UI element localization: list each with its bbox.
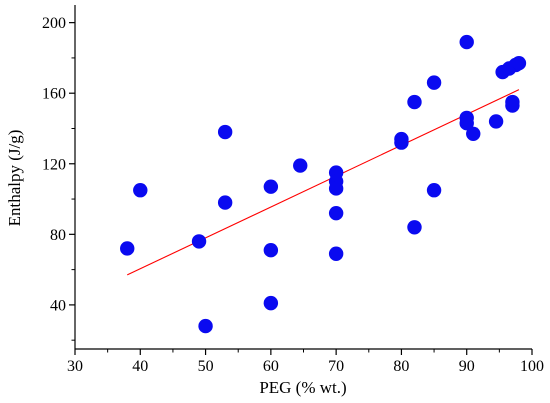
data-point xyxy=(466,126,481,141)
data-point xyxy=(459,34,474,50)
data-point xyxy=(426,183,442,198)
y-tick-label: 40 xyxy=(50,297,66,314)
data-point xyxy=(328,181,344,196)
data-point xyxy=(293,158,308,173)
y-axis-title: Enthalpy (J/g) xyxy=(5,130,24,227)
data-point xyxy=(488,114,504,129)
data-point xyxy=(263,295,279,311)
data-point xyxy=(394,135,409,150)
y-tick-label: 160 xyxy=(42,86,66,103)
data-point xyxy=(328,246,344,261)
data-point xyxy=(133,183,148,198)
x-axis-title: PEG (% wt.) xyxy=(259,378,346,397)
data-point xyxy=(191,234,207,249)
x-ticks: 30 40 50 60 70 80 90 100 xyxy=(67,349,544,375)
y-ticks: 40 80 120 160 200 xyxy=(42,15,75,341)
data-point xyxy=(459,115,474,131)
data-point xyxy=(120,241,135,256)
data-point xyxy=(407,220,422,235)
x-tick-label: 90 xyxy=(459,358,475,375)
y-tick-label: 200 xyxy=(42,15,66,32)
data-point xyxy=(505,98,520,113)
data-point xyxy=(328,205,344,221)
data-point xyxy=(263,243,279,258)
y-tick-label: 80 xyxy=(50,227,66,244)
data-point xyxy=(407,94,422,110)
x-tick-label: 80 xyxy=(393,358,409,375)
x-tick-label: 100 xyxy=(520,358,544,375)
x-tick-label: 40 xyxy=(132,358,148,375)
data-point xyxy=(198,318,213,334)
x-tick-label: 60 xyxy=(263,358,279,375)
x-tick-label: 70 xyxy=(328,358,344,375)
data-point xyxy=(426,75,442,90)
x-tick-label: 50 xyxy=(198,358,214,375)
data-point xyxy=(263,179,279,194)
data-points xyxy=(120,34,527,334)
data-point xyxy=(217,124,233,140)
data-point xyxy=(217,195,233,210)
x-tick-label: 30 xyxy=(67,358,83,375)
y-tick-label: 120 xyxy=(42,156,66,173)
data-point xyxy=(511,56,527,71)
